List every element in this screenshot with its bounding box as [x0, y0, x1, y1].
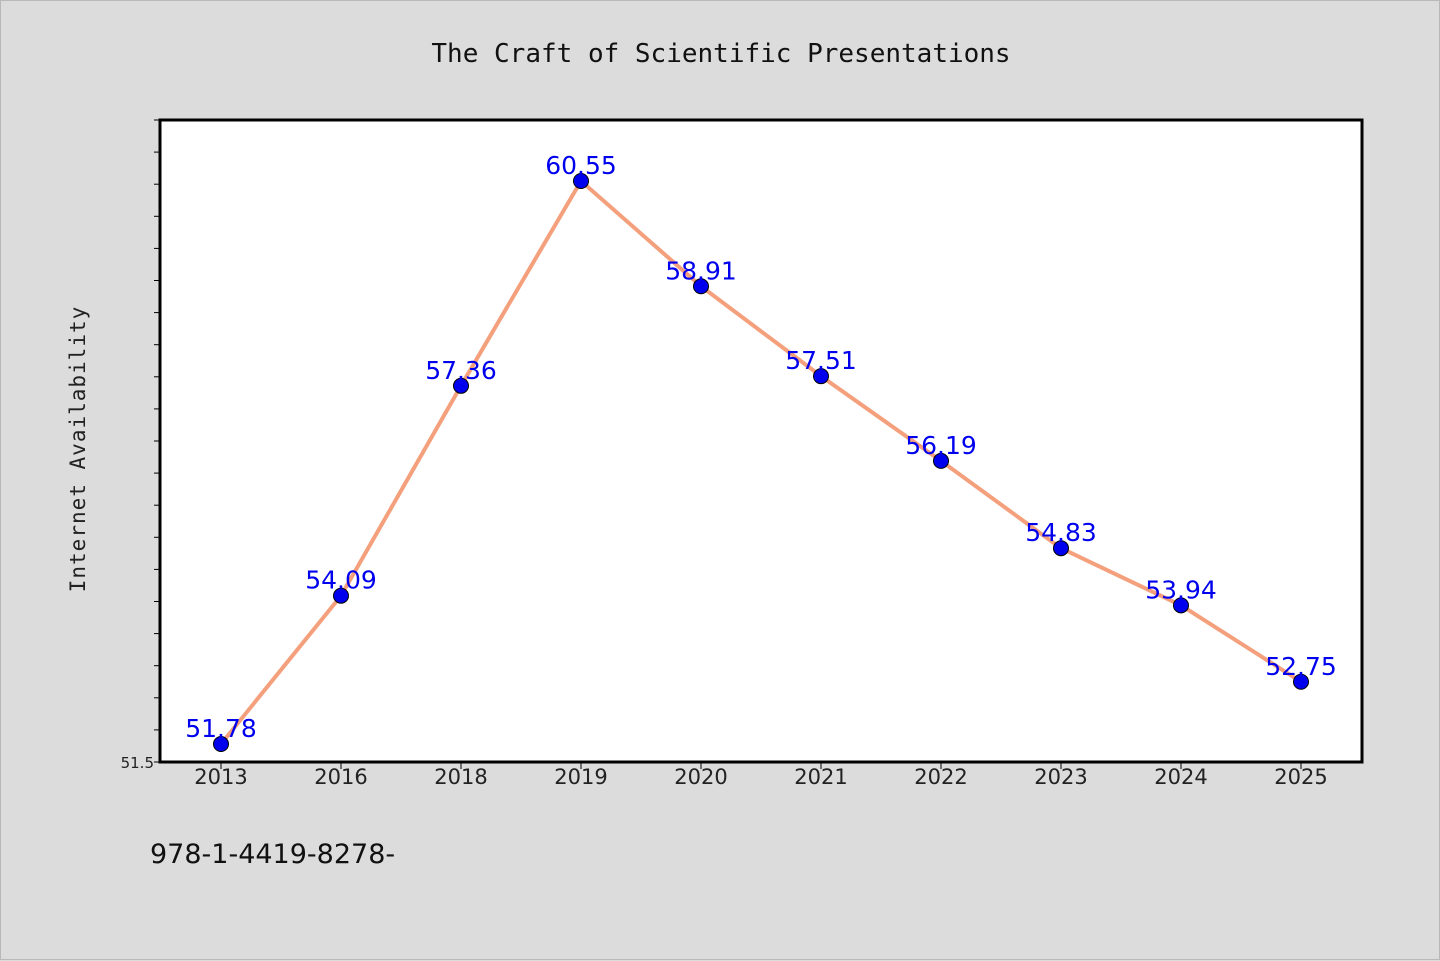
y-tick-label: 51.5 — [121, 754, 154, 772]
data-point-marker — [1053, 540, 1069, 557]
data-point-marker — [1173, 597, 1189, 614]
plot-area — [160, 120, 1362, 762]
data-label: 57.51 — [785, 346, 857, 375]
data-point-marker — [453, 377, 469, 394]
y-axis-ticks: 51.5 — [121, 119, 160, 772]
data-label: 54.83 — [1025, 518, 1097, 547]
data-labels-layer: 51.78 54.09 57.36 60.55 58.91 57.51 56.19 54.83… — [185, 151, 1337, 743]
data-label: 58.91 — [665, 256, 737, 285]
data-point-marker — [693, 278, 709, 295]
x-tick-label: 2023 — [1034, 765, 1087, 789]
x-tick-label: 2025 — [1274, 765, 1327, 789]
x-tick-label: 2018 — [434, 765, 487, 789]
data-label: 57.36 — [425, 356, 497, 385]
x-tick-label: 2013 — [194, 765, 247, 789]
data-label: 56.19 — [905, 431, 977, 460]
plot-frame — [158, 118, 1364, 764]
x-tick-label: 2021 — [794, 765, 847, 789]
data-point-marker — [573, 172, 589, 189]
markers-layer — [213, 172, 1309, 753]
data-point-marker — [333, 587, 349, 604]
data-label: 52.75 — [1265, 652, 1337, 681]
x-tick-label: 2019 — [554, 765, 607, 789]
footer-text: 978-1-4419-8278- — [150, 839, 395, 870]
data-point-marker — [933, 452, 949, 469]
x-axis-ticks: 2013 2016 2018 2019 2020 2021 2022 2023 2024 2025 — [194, 762, 1328, 789]
x-tick-label: 2016 — [314, 765, 367, 789]
data-label: 53.94 — [1145, 575, 1217, 604]
data-point-marker — [1293, 673, 1309, 690]
x-tick-label: 2022 — [914, 765, 967, 789]
chart-title: The Craft of Scientific Presentations — [431, 39, 1010, 69]
series-line — [219, 178, 1303, 747]
data-point-marker — [813, 368, 829, 385]
x-tick-label: 2024 — [1154, 765, 1207, 789]
x-tick-label: 2020 — [674, 765, 727, 789]
data-label: 51.78 — [185, 714, 257, 743]
series-layer — [219, 178, 1303, 747]
data-label: 54.09 — [305, 566, 377, 595]
data-point-marker — [213, 736, 229, 753]
data-label: 60.55 — [545, 151, 617, 180]
y-axis-label: Internet Availability — [66, 306, 90, 593]
